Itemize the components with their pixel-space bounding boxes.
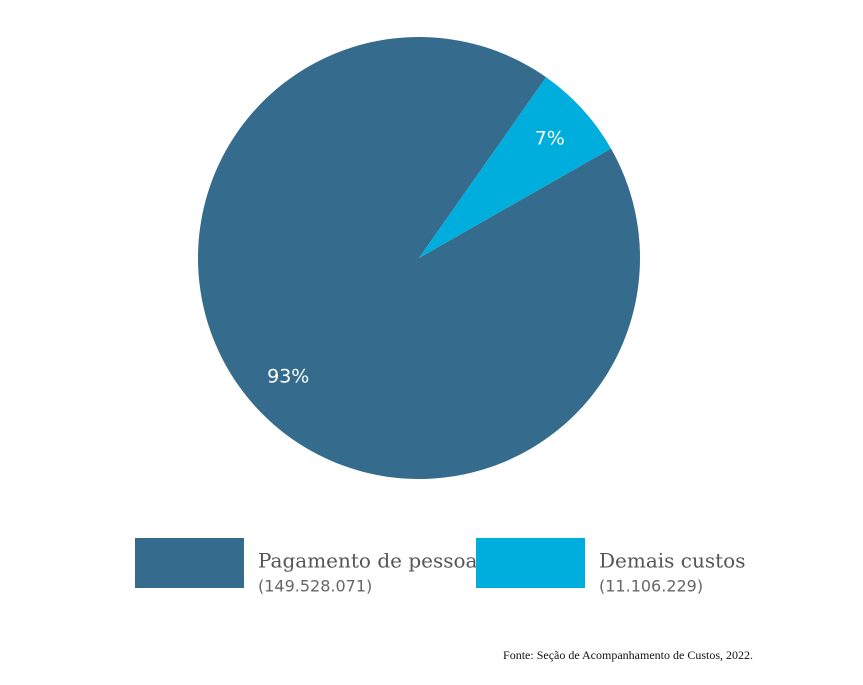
slice-label: 7% (535, 128, 565, 150)
legend-swatch (476, 538, 585, 588)
pie-slice (419, 77, 611, 259)
legend-amount: (11.106.229) (599, 577, 703, 596)
source-note: Fonte: Seção de Acompanhamento de Custos… (503, 648, 753, 662)
slice-label: 93% (267, 365, 309, 387)
legend-label: Demais custos (599, 549, 745, 573)
legend-label: Pagamento de pessoal (258, 549, 484, 573)
legend-swatch (135, 538, 244, 588)
pie-slice (198, 36, 641, 479)
legend-amount: (149.528.071) (258, 577, 372, 596)
